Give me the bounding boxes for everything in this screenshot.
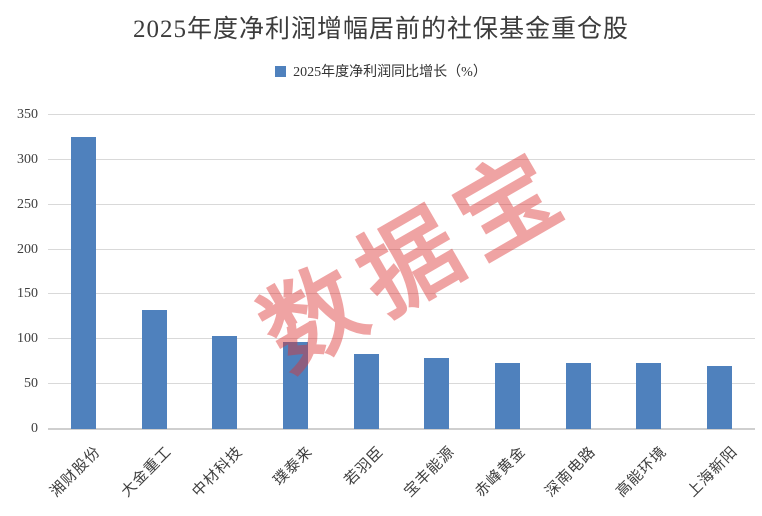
x-category-label: 璞泰来 bbox=[271, 443, 317, 490]
x-category-label: 深南电路 bbox=[542, 443, 600, 501]
bar-宝丰能源 bbox=[424, 358, 450, 429]
x-axis-line bbox=[48, 428, 755, 430]
y-tick-label: 150 bbox=[17, 286, 38, 302]
x-category-label: 赤峰黄金 bbox=[472, 443, 529, 501]
bar-高能环境 bbox=[636, 362, 662, 429]
bar-大金重工 bbox=[141, 309, 167, 429]
y-tick-label: 0 bbox=[31, 421, 38, 436]
gridline bbox=[48, 203, 755, 205]
bar-series bbox=[48, 115, 755, 429]
bar-湘财股份 bbox=[70, 137, 96, 429]
bar-上海新阳 bbox=[707, 366, 733, 429]
bar-slot bbox=[472, 115, 543, 429]
y-tick-label: 200 bbox=[17, 241, 38, 257]
gridline bbox=[48, 383, 755, 385]
x-category-label: 中材科技 bbox=[189, 443, 246, 501]
bar-璞泰来 bbox=[282, 341, 308, 429]
bar-slot bbox=[614, 115, 685, 429]
plot-area bbox=[48, 114, 755, 430]
y-tick-label: 250 bbox=[17, 196, 38, 212]
gridline bbox=[48, 158, 755, 160]
x-category-label: 高能环境 bbox=[613, 443, 671, 501]
y-tick-label: 100 bbox=[17, 331, 38, 347]
chart-title: 2025年度净利润增幅居前的社保基金重仓股 bbox=[132, 16, 629, 43]
legend-color-swatch-icon bbox=[275, 65, 287, 77]
gridline bbox=[48, 248, 755, 250]
legend: 2025年度净利润同比增长（%） bbox=[0, 61, 762, 81]
x-category-label: 大金重工 bbox=[118, 443, 176, 501]
gridline bbox=[48, 338, 755, 340]
bar-slot bbox=[48, 115, 119, 429]
bar-深南电路 bbox=[565, 362, 591, 429]
bar-赤峰黄金 bbox=[495, 362, 521, 429]
x-category-label: 上海新阳 bbox=[684, 443, 741, 501]
y-tick-label: 350 bbox=[17, 107, 38, 122]
y-tick-label: 300 bbox=[17, 151, 38, 167]
bar-slot bbox=[119, 115, 190, 429]
bar-slot bbox=[684, 115, 755, 429]
bar-slot bbox=[331, 115, 402, 429]
x-category-label: 宝丰能源 bbox=[401, 443, 459, 501]
legend-series-label: 2025年度净利润同比增长（%） bbox=[293, 65, 487, 80]
gridline bbox=[48, 293, 755, 295]
bar-slot bbox=[543, 115, 614, 429]
x-category-label: 湘财股份 bbox=[47, 443, 105, 501]
x-category-label: 若羽臣 bbox=[342, 443, 388, 490]
y-tick-label: 50 bbox=[24, 376, 38, 392]
bar-slot bbox=[260, 115, 331, 429]
bar-slot bbox=[402, 115, 473, 429]
bar-若羽臣 bbox=[353, 353, 379, 429]
bar-中材科技 bbox=[212, 335, 238, 429]
gridline bbox=[48, 114, 755, 115]
bar-slot bbox=[189, 115, 260, 429]
